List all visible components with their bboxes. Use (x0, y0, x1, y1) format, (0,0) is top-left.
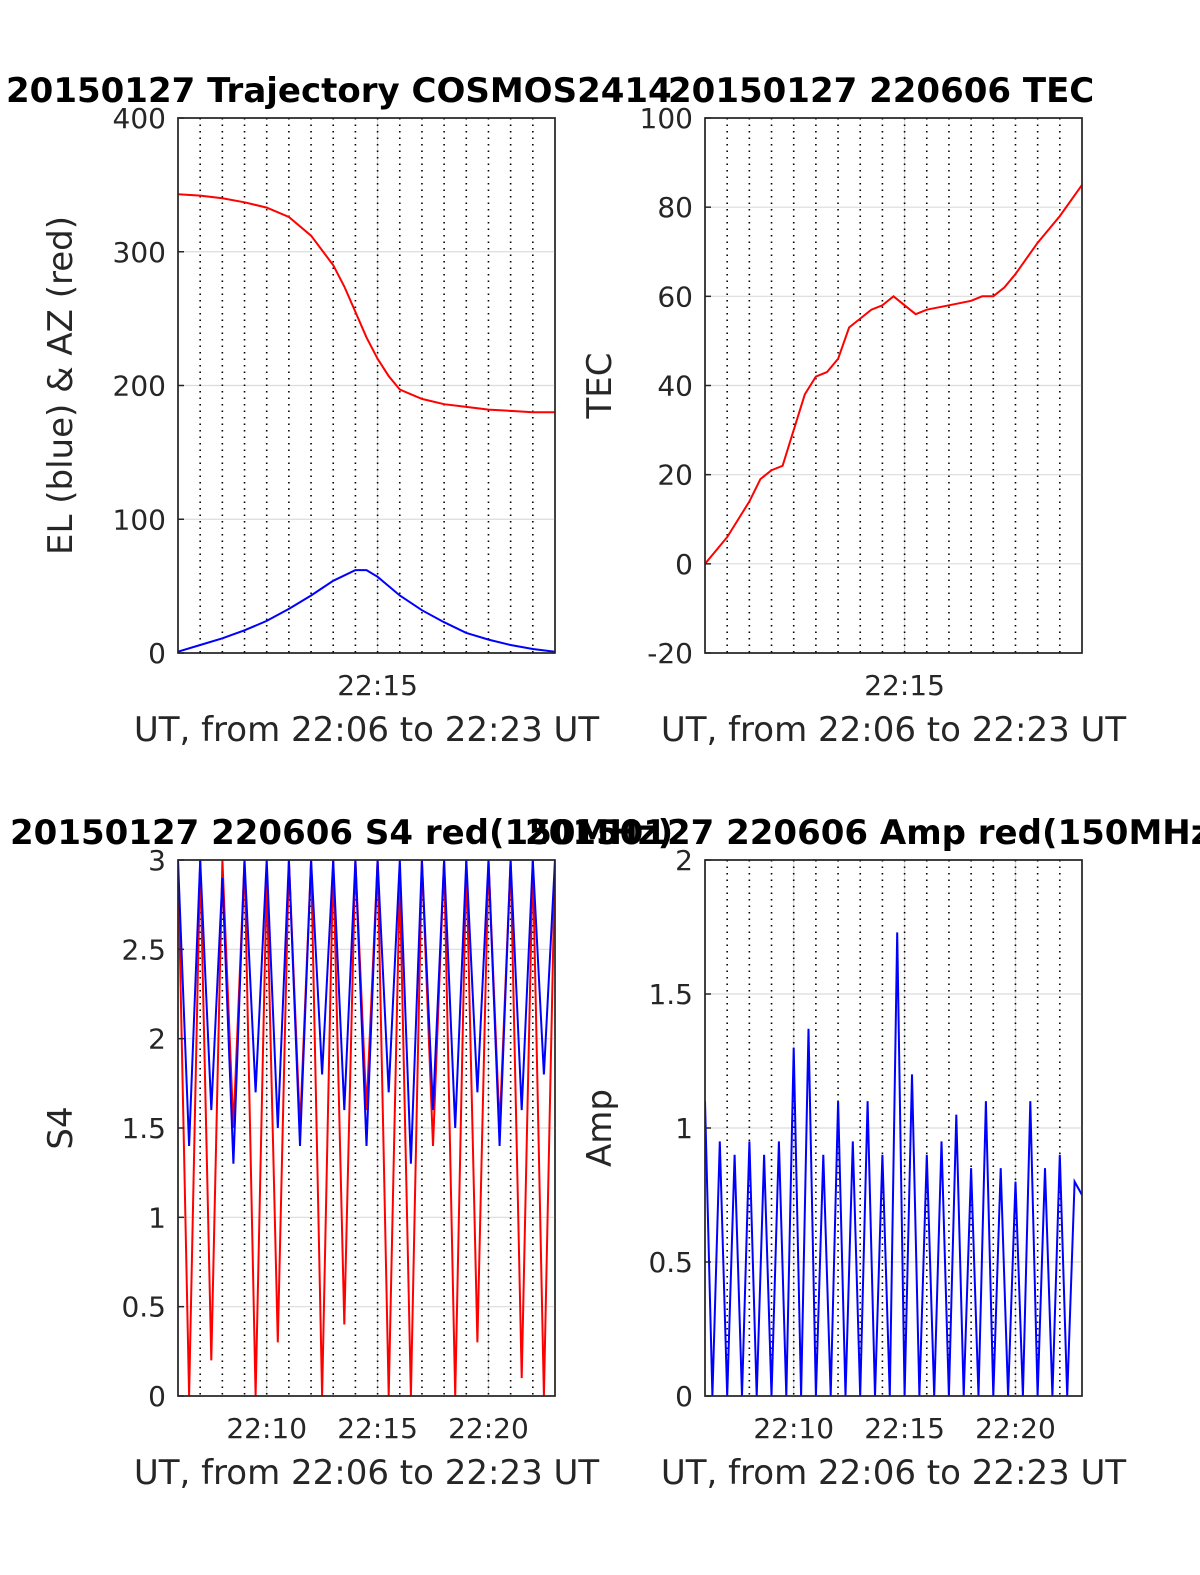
x-tick-label: 22:15 (337, 1412, 418, 1445)
y-axis-label: Amp (580, 1089, 620, 1167)
y-tick-label: 1.5 (648, 978, 693, 1011)
x-axis-label: UT, from 22:06 to 22:23 UT (134, 1453, 600, 1493)
chart-panel-3: 0 0.5 1 1.5 2 2.5 3 22:10 22:15 22:20 UT, from 22:… (10, 813, 673, 1493)
y-tick-label: 0.5 (121, 1291, 166, 1324)
series-line-1 (705, 932, 1082, 1396)
y-tick-label: 20 (657, 459, 693, 492)
x-tick-label: 22:15 (864, 1412, 945, 1445)
chart-panel-4: 0 0.5 1 1.5 2 22:10 22:15 22:20 UT, from 22:06 t… (525, 813, 1200, 1493)
y-tick-label: 80 (657, 191, 693, 224)
y-tick-label: 1 (148, 1201, 166, 1234)
x-tick-label: 22:20 (975, 1412, 1056, 1445)
chart-title: 20150127 220606 TEC (668, 71, 1094, 111)
x-axis-label: UT, from 22:06 to 22:23 UT (134, 710, 600, 750)
x-tick-label: 22:15 (337, 669, 418, 702)
y-tick-label: 200 (113, 370, 166, 403)
x-tick-label: 22:10 (226, 1412, 307, 1445)
x-axis-label: UT, from 22:06 to 22:23 UT (661, 710, 1127, 750)
x-tick-label: 22:20 (448, 1412, 529, 1445)
y-tick-label: 2.5 (121, 933, 166, 966)
y-tick-label: 0 (675, 1380, 693, 1413)
y-tick-label: 60 (657, 280, 693, 313)
y-tick-label: 0 (148, 1380, 166, 1413)
y-tick-label: 1.5 (121, 1112, 166, 1145)
x-tick-label: 22:10 (753, 1412, 834, 1445)
y-tick-label: 40 (657, 370, 693, 403)
chart-title: 20150127 220606 Amp red(150MHz) (525, 813, 1200, 853)
y-tick-label: 0 (148, 637, 166, 670)
series-line-2 (178, 860, 555, 1164)
x-axis-label: UT, from 22:06 to 22:23 UT (661, 1453, 1127, 1493)
series-line-1 (705, 184, 1082, 565)
y-tick-label: 2 (148, 1023, 166, 1056)
chart-title: 20150127 Trajectory COSMOS2414 (6, 71, 672, 111)
y-tick-label: 400 (113, 102, 166, 135)
y-tick-label: 3 (148, 844, 166, 877)
y-tick-label: 100 (113, 503, 166, 536)
x-tick-label: 22:15 (864, 669, 945, 702)
y-axis-label: S4 (41, 1106, 81, 1149)
y-tick-label: 1 (675, 1112, 693, 1145)
y-axis-label: EL (blue) & AZ (red) (41, 216, 81, 555)
chart-title: 20150127 220606 S4 red(150MHz) (10, 813, 673, 853)
y-tick-label: 100 (640, 102, 693, 135)
series-line-1 (178, 193, 555, 414)
y-tick-label: -20 (647, 637, 693, 670)
y-tick-label: 2 (675, 844, 693, 877)
chart-panel-1: 0 100 200 300 400 22:15 UT, from 22:06 to 22:2… (6, 71, 672, 750)
y-axis-label: TEC (580, 353, 620, 420)
y-tick-label: 0.5 (648, 1246, 693, 1279)
series-line-2 (178, 569, 555, 653)
chart-panel-2: -20 0 20 40 60 80 100 22:15 UT, from 22:06 to 22… (580, 71, 1126, 750)
y-tick-label: 0 (675, 548, 693, 581)
y-tick-label: 300 (113, 236, 166, 269)
